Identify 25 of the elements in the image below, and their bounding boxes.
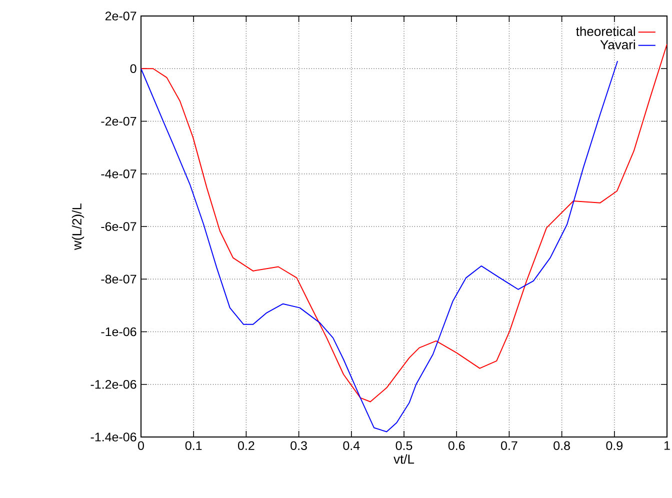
x-tick-label: 0.3 [290, 441, 307, 450]
legend-label: theoretical [576, 26, 635, 36]
line-series [141, 60, 618, 432]
y-tick-label: -4e-07 [101, 169, 136, 178]
y-tick-label: -1.4e-06 [90, 432, 136, 442]
x-tick-label: 0.4 [343, 441, 360, 450]
y-tick-label: 2e-07 [105, 12, 136, 20]
y-tick-label: -8e-07 [101, 274, 136, 284]
x-axis-title: vt/L [394, 454, 414, 464]
x-tick-label: 0.8 [554, 441, 570, 450]
x-tick-label: 0.5 [396, 441, 412, 450]
x-tick-label: 0.9 [606, 441, 623, 450]
legend-label: Yavari [600, 40, 635, 50]
y-axis-title: w(L/2)/L [72, 203, 84, 250]
x-tick-label: 1 [664, 441, 670, 450]
y-tick-label: -2e-07 [101, 116, 136, 126]
y-tick-label: -1e-06 [101, 327, 136, 336]
y-tick-label: 0 [130, 64, 136, 74]
x-tick-label: 0.2 [238, 441, 254, 450]
x-tick-label: 0.1 [185, 441, 202, 450]
y-tick-label: -1.2e-06 [90, 380, 136, 389]
y-tick-label: -6e-07 [101, 222, 136, 231]
x-tick-label: 0 [138, 441, 144, 450]
x-tick-label: 0.7 [501, 441, 518, 450]
x-tick-label: 0.6 [448, 441, 465, 450]
